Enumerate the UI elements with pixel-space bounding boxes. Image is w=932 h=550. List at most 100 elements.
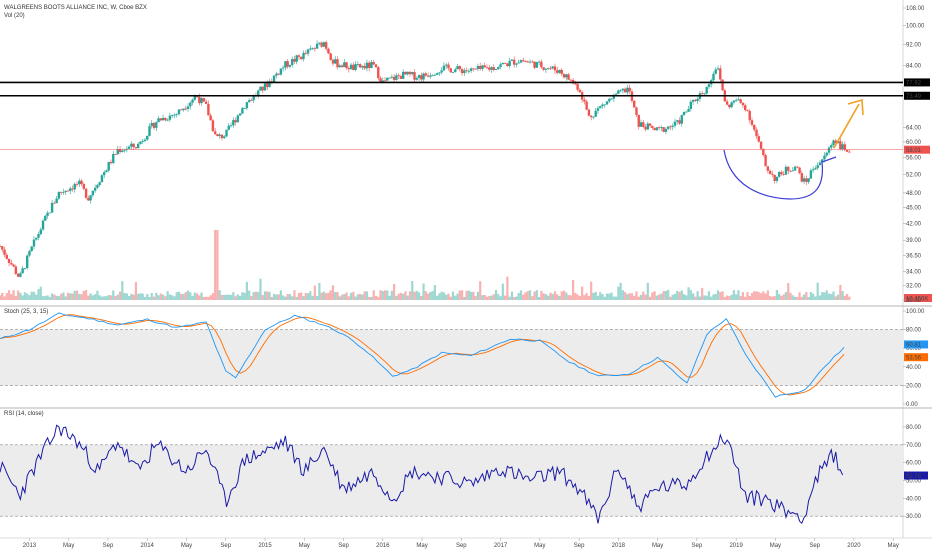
volume-bar [347, 296, 350, 300]
candle-body [184, 108, 187, 110]
candle-body [528, 61, 532, 63]
candle-body [50, 202, 54, 213]
volume-bar [438, 293, 441, 300]
volume-bar [164, 296, 167, 300]
volume-bar [69, 293, 72, 300]
last-price-badge [904, 145, 930, 154]
volume-bar [725, 295, 729, 300]
candle-body [734, 100, 738, 102]
volume-bar [286, 293, 289, 300]
volume-bar [252, 292, 255, 300]
candle-body [621, 88, 625, 91]
volume-bar [417, 292, 421, 300]
candle-body [841, 144, 844, 150]
candle-body [773, 174, 776, 181]
candle-body [712, 73, 715, 81]
candle-body [7, 258, 11, 263]
candle-body [297, 55, 301, 57]
volume-bar [171, 295, 174, 300]
candle-body [501, 62, 505, 65]
volume-bar [223, 294, 226, 300]
candle-body [499, 64, 502, 67]
volume-bar [773, 296, 776, 300]
candle-body [161, 117, 165, 121]
candle-body [37, 234, 40, 238]
candle-body [605, 101, 609, 105]
candle-body [753, 124, 756, 130]
volume-bar [130, 293, 133, 300]
price-tick-label: 52.00 [906, 173, 922, 179]
volume-bar [349, 292, 353, 300]
volume-bar [19, 292, 22, 300]
candle-body [370, 62, 373, 68]
candle-body [318, 42, 321, 44]
volume-bar [846, 293, 849, 300]
candle-body [336, 59, 339, 68]
candle-body [365, 62, 369, 69]
volume-bar [567, 295, 570, 300]
candle-body [295, 55, 298, 62]
volume-bar [100, 296, 104, 300]
candle-body [238, 113, 242, 116]
volume-bar [159, 293, 162, 300]
time-tick-label: Sep [809, 543, 820, 549]
volume-bar [238, 295, 242, 300]
candle-body [48, 212, 52, 214]
volume-bar [14, 295, 17, 300]
candle-body [673, 121, 677, 126]
volume-bar [531, 296, 534, 300]
volume-bar [429, 292, 432, 300]
osc-tick-label: 50.00 [906, 478, 922, 484]
volume-bar [107, 295, 110, 300]
volume-bar [601, 294, 604, 300]
volume-bar [361, 294, 364, 300]
volume-bar [143, 296, 147, 300]
candle-body [440, 70, 443, 73]
volume-bar [508, 296, 511, 300]
volume-bar [243, 292, 246, 300]
candle-body [662, 127, 665, 132]
volume-bar [146, 293, 149, 300]
drawing-annotations [723, 98, 864, 200]
candle-body [714, 69, 717, 74]
candle-body [250, 100, 253, 102]
volume-bar [553, 291, 557, 300]
candle-body [537, 61, 541, 63]
volume-bar [325, 293, 328, 300]
volume-bar [316, 296, 319, 300]
volume-bar [730, 294, 733, 300]
volume-bar [830, 294, 833, 300]
candle-body [225, 129, 228, 137]
candle-body [800, 173, 804, 182]
candle-body [737, 99, 740, 101]
candle-body [762, 148, 765, 156]
band-fill [0, 444, 903, 517]
volume-bar [263, 291, 267, 300]
rsi-value-label: 52.76 [906, 474, 922, 480]
volume-bar [433, 285, 436, 300]
candle-body [546, 68, 550, 70]
volume-bar [64, 296, 67, 300]
candle-body [279, 68, 283, 75]
candle-body [519, 60, 523, 63]
volume-bar [719, 292, 722, 300]
candle-body [102, 172, 106, 176]
volume-bar [261, 295, 264, 300]
volume-bar [771, 296, 774, 300]
volume-bar [707, 291, 711, 300]
candle-body [732, 100, 736, 103]
candle-body [610, 98, 613, 100]
candle-body [82, 184, 86, 189]
volume-bar [141, 293, 144, 300]
volume-bar [467, 290, 470, 300]
candle-body [703, 93, 706, 95]
candle-body [768, 170, 772, 175]
volume-bar [397, 293, 400, 300]
candle-body [306, 49, 310, 54]
price-tick-label: 60.00 [906, 140, 922, 146]
candle-body [542, 67, 545, 70]
volume-bar [590, 281, 593, 300]
candle-body [232, 120, 235, 126]
volume-bar [705, 295, 708, 300]
candle-body [705, 86, 708, 94]
